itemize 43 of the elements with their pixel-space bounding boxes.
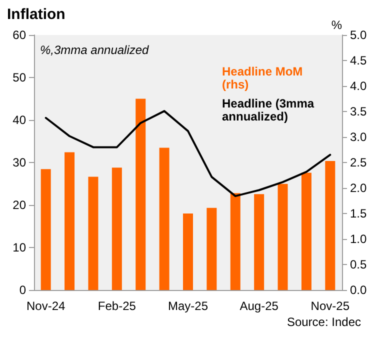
bar [278, 184, 288, 290]
y-tick-label: 0 [19, 283, 26, 297]
line-series [44, 110, 332, 198]
bar [230, 193, 240, 290]
source-note: Source: Indec [286, 315, 361, 329]
x-tick-label: May-25 [168, 299, 208, 313]
y2-tick-label: 5.0 [350, 28, 368, 42]
bar [206, 208, 217, 290]
y2-tick-label: 0.5 [350, 258, 368, 272]
y2-tick-label: 2.5 [350, 156, 368, 170]
y2-tick-label: 3.0 [350, 130, 368, 144]
x-tick-label: Aug-25 [240, 299, 279, 313]
bar [254, 194, 264, 290]
bar [64, 152, 75, 290]
y2-tick-label: 3.5 [350, 104, 368, 118]
text: Headline (3mma annualized) [222, 96, 318, 124]
y2-tick-label: 4.5 [350, 54, 368, 68]
text: Headline MoM (rhs) [222, 64, 306, 92]
x-tick-label: Feb-25 [98, 299, 136, 313]
y2-tick-label: 1.0 [350, 232, 368, 246]
x-tick-label: Nov-25 [310, 299, 350, 313]
bar [325, 160, 336, 290]
y-tick-label: 10 [12, 240, 26, 254]
y-tick-label: 50 [12, 70, 26, 84]
chart-title: Inflation [7, 6, 66, 23]
y2-tick-label: 1.5 [350, 206, 368, 220]
y-tick-label: 60 [12, 28, 26, 42]
y-tick-label: 30 [12, 156, 26, 170]
bar [301, 172, 312, 290]
bar [183, 214, 193, 290]
bar [40, 169, 51, 290]
bar [136, 98, 146, 290]
bar [159, 148, 170, 290]
y2-tick-label: 0.0 [350, 283, 368, 297]
y2-axis-title: % [331, 18, 342, 32]
y2-tick-label: 2.0 [350, 181, 368, 195]
bar [112, 168, 122, 290]
bar [88, 176, 98, 290]
x-tick-label: Nov-24 [26, 299, 66, 313]
annotation: %,3mma annualized [40, 43, 150, 57]
y-tick-label: 20 [12, 198, 26, 212]
y-tick-label: 40 [12, 113, 26, 127]
y2-tick-label: 4.0 [350, 79, 368, 93]
